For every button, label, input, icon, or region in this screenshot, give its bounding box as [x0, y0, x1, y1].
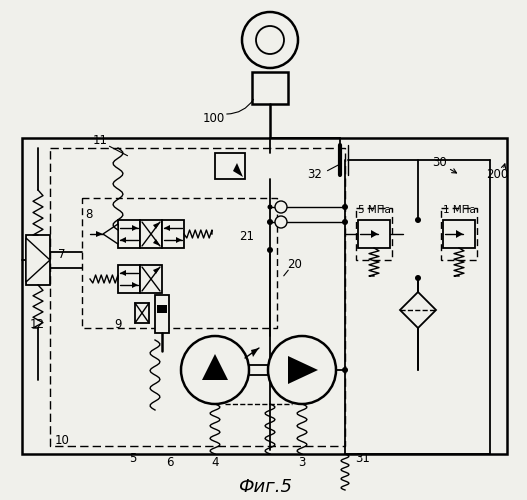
Text: 20: 20: [288, 258, 302, 272]
Text: 3: 3: [298, 456, 306, 469]
Text: 200: 200: [486, 168, 508, 181]
Circle shape: [256, 26, 284, 54]
Text: 7: 7: [58, 248, 66, 262]
Text: 31: 31: [356, 452, 370, 464]
Text: 9: 9: [114, 318, 122, 332]
Text: 32: 32: [308, 168, 323, 181]
Bar: [162, 220, 184, 248]
Polygon shape: [288, 356, 318, 384]
Polygon shape: [96, 231, 103, 237]
Text: 100: 100: [203, 112, 225, 124]
Bar: [140, 220, 162, 248]
Text: 11: 11: [93, 134, 108, 146]
Bar: [155, 295, 169, 333]
Bar: [118, 265, 140, 293]
Bar: [135, 303, 149, 323]
Polygon shape: [26, 238, 50, 282]
Text: Фиг.5: Фиг.5: [238, 478, 292, 496]
Polygon shape: [103, 224, 118, 244]
Text: 1 МПа: 1 МПа: [443, 205, 475, 215]
Polygon shape: [153, 222, 160, 229]
Bar: [215, 153, 245, 179]
Bar: [50, 148, 345, 446]
Bar: [140, 265, 162, 293]
Text: 8: 8: [85, 208, 93, 222]
Circle shape: [415, 217, 421, 223]
Polygon shape: [233, 163, 243, 177]
Polygon shape: [153, 239, 160, 246]
Bar: [118, 220, 140, 248]
Text: 12: 12: [30, 318, 44, 332]
Text: 5: 5: [129, 452, 136, 464]
Polygon shape: [164, 225, 170, 231]
Bar: [441, 208, 477, 260]
Polygon shape: [176, 237, 182, 243]
Circle shape: [275, 216, 287, 228]
Circle shape: [268, 204, 272, 210]
Polygon shape: [132, 225, 138, 231]
Text: 21: 21: [239, 230, 255, 243]
Polygon shape: [120, 237, 126, 243]
Polygon shape: [371, 230, 378, 238]
Circle shape: [342, 204, 348, 210]
Polygon shape: [132, 282, 138, 288]
Polygon shape: [120, 270, 126, 276]
Bar: [22, 138, 507, 454]
Bar: [26, 235, 50, 285]
Circle shape: [267, 219, 273, 225]
Text: 5 МПа: 5 МПа: [357, 205, 391, 215]
Circle shape: [342, 367, 348, 373]
Circle shape: [181, 336, 249, 404]
Polygon shape: [251, 348, 259, 357]
Circle shape: [242, 12, 298, 68]
Text: 10: 10: [55, 434, 70, 446]
Polygon shape: [456, 230, 463, 238]
Polygon shape: [153, 267, 160, 274]
Bar: [356, 208, 392, 260]
Text: 30: 30: [433, 156, 447, 168]
Circle shape: [342, 219, 348, 225]
Polygon shape: [400, 292, 436, 328]
Bar: [443, 220, 475, 248]
Bar: [252, 72, 288, 104]
Text: 6: 6: [166, 456, 174, 469]
Circle shape: [268, 336, 336, 404]
Circle shape: [275, 201, 287, 213]
Bar: [358, 220, 390, 248]
Circle shape: [267, 247, 273, 253]
Bar: [82, 198, 277, 328]
Polygon shape: [202, 354, 228, 380]
Circle shape: [268, 220, 272, 224]
Circle shape: [415, 275, 421, 281]
Bar: [157, 305, 167, 313]
Text: 4: 4: [211, 456, 219, 469]
